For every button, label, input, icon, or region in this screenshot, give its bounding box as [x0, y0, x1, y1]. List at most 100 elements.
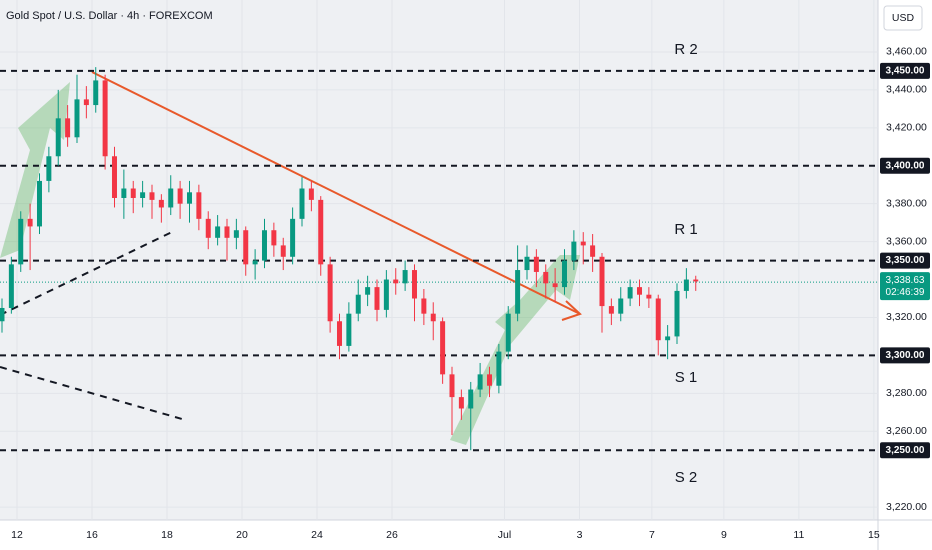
level-label-box: [880, 252, 930, 269]
candle-body: [402, 270, 408, 284]
candle-body: [271, 230, 277, 246]
last-price-label: 3,338.63: [886, 275, 925, 286]
green-arrow: [450, 255, 580, 445]
candle-body: [168, 188, 174, 208]
x-tick-label: 12: [11, 529, 23, 541]
candle-body: [318, 199, 324, 265]
y-tick-label: 3,360.00: [886, 235, 927, 247]
candle-body: [552, 283, 558, 288]
candle-body: [599, 256, 605, 307]
currency-button[interactable]: [883, 5, 923, 31]
candle-body: [8, 264, 14, 308]
level-label: 3,300.00: [886, 350, 925, 361]
candle-body: [290, 218, 296, 257]
candle-body: [102, 80, 108, 157]
candle-body: [505, 313, 511, 352]
y-tick-label: 3,320.00: [886, 311, 927, 323]
candle-body: [383, 279, 389, 310]
annotation-label: R 2: [674, 41, 697, 58]
candle-body: [261, 230, 267, 261]
candle-body: [590, 245, 596, 257]
level-label: 3,250.00: [886, 445, 925, 456]
dashed-line: [0, 231, 173, 316]
candle-body: [449, 374, 455, 398]
candle-body: [430, 313, 436, 322]
candle-body: [496, 351, 502, 386]
y-tick-label: 3,260.00: [886, 425, 927, 437]
candle-body: [524, 256, 530, 271]
chart-title: Gold Spot / U.S. Dollar · 4h · FOREXCOM: [6, 10, 213, 22]
annotation-label: R 1: [674, 221, 697, 238]
candle-body: [65, 118, 71, 138]
candle-body: [365, 287, 371, 295]
trend-line: [91, 71, 581, 315]
candle-body: [215, 226, 221, 238]
candle-body: [374, 287, 380, 310]
currency-label[interactable]: USD: [892, 12, 915, 24]
candle-body: [393, 279, 399, 284]
candle-body: [196, 192, 202, 219]
candle-body: [140, 192, 146, 198]
candle-body: [421, 298, 427, 314]
x-tick-label: 24: [311, 529, 323, 541]
candle-body: [411, 270, 417, 299]
x-tick-label: 7: [649, 529, 655, 541]
candle-body: [130, 188, 136, 198]
candle-body: [224, 226, 230, 238]
x-tick-label: 11: [793, 529, 804, 541]
candle-body: [233, 230, 239, 238]
candle-body: [252, 260, 258, 265]
level-label: 3,400.00: [886, 160, 925, 171]
candle-body: [693, 279, 699, 282]
candle-body: [158, 199, 164, 208]
candle-body: [243, 230, 249, 265]
candle-body: [608, 306, 614, 314]
candle-body: [74, 99, 80, 138]
candle-body: [299, 188, 305, 219]
candle-body: [308, 188, 314, 200]
y-tick-label: 3,280.00: [886, 387, 927, 399]
candle-body: [346, 313, 352, 346]
annotation-label: S 2: [675, 469, 698, 486]
level-label-box: [880, 157, 930, 174]
x-tick-label: 9: [721, 529, 727, 541]
candle-body: [561, 260, 567, 288]
candle-body: [18, 218, 24, 265]
x-tick-label: 15: [868, 529, 880, 541]
candle-body: [486, 374, 492, 386]
candle-body: [636, 287, 642, 295]
candle-body: [580, 241, 586, 246]
annotation-label: S 1: [675, 369, 698, 386]
candle-body: [93, 80, 99, 106]
y-tick-label: 3,440.00: [886, 84, 927, 96]
candle-body: [458, 397, 464, 409]
candle-body: [571, 241, 577, 261]
y-tick-label: 3,420.00: [886, 122, 927, 134]
candle-body: [111, 156, 117, 198]
candle-body: [627, 287, 633, 299]
x-tick-label: 20: [236, 529, 248, 541]
candle-body: [468, 389, 474, 409]
candle-body: [46, 156, 52, 181]
last-price-box: [880, 272, 930, 301]
candle-body: [0, 307, 5, 322]
candle-body: [83, 99, 89, 106]
level-label: 3,450.00: [886, 66, 925, 77]
y-tick-label: 3,220.00: [886, 501, 927, 513]
candle-body: [646, 294, 652, 299]
level-label-box: [880, 347, 930, 364]
candle-body: [543, 271, 549, 284]
candle-body: [36, 180, 42, 227]
candle-body: [55, 118, 61, 157]
levels: [0, 69, 878, 452]
candle-body: [327, 264, 333, 322]
dashed-line: [0, 366, 183, 420]
y-tick-label: 3,460.00: [886, 46, 927, 58]
candle-body: [665, 336, 671, 341]
candle-body: [477, 374, 483, 390]
candle-body: [618, 298, 624, 314]
time-axis-panel: [0, 520, 878, 550]
candle-body: [355, 294, 361, 314]
y-tick-label: 3,380.00: [886, 197, 927, 209]
